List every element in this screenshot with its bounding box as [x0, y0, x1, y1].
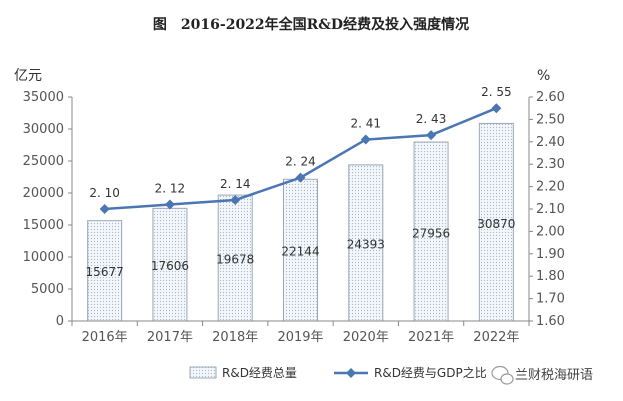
- right-tick-label: 2.50: [536, 112, 565, 127]
- x-tick-label: 2019年: [277, 330, 323, 345]
- x-axis: 2016年 2017年 2018年 2019年 2020年 2021年 2022年: [71, 320, 530, 345]
- line-marker: [99, 204, 110, 214]
- x-tick-label: 2017年: [147, 330, 193, 345]
- right-tick-label: 2.40: [536, 135, 565, 150]
- left-tick-label: 35000: [23, 90, 64, 105]
- x-tick-label: 2016年: [82, 330, 128, 345]
- line-marker: [360, 134, 371, 145]
- watermark-text: 兰财税海研语: [515, 368, 593, 383]
- bar-value-label: 22144: [281, 245, 319, 259]
- legend-bar-swatch: [189, 366, 217, 379]
- right-tick-label: 1.80: [536, 269, 565, 284]
- left-tick-label: 5000: [31, 282, 64, 297]
- left-tick-label: 15000: [23, 218, 64, 233]
- line-value-label: 2. 24: [285, 155, 316, 169]
- left-tick-label: 20000: [23, 186, 64, 201]
- bar: [478, 122, 514, 322]
- line-value-label: 2. 43: [416, 112, 447, 126]
- line-marker: [491, 103, 502, 114]
- bar-series: 15677 17606 19678 22144 24393 27956 30870: [86, 122, 515, 322]
- bar-value-label: 15677: [86, 265, 124, 279]
- right-tick-label: 2.30: [536, 157, 565, 172]
- legend: R&D经费总量 R&D经费与GDP之比: [189, 366, 487, 380]
- line-marker: [295, 172, 306, 183]
- line-series: 2. 10 2. 12 2. 14 2. 24 2. 41 2. 43 2. 55: [89, 85, 512, 214]
- bar-value-label: 27956: [412, 226, 450, 240]
- bar: [152, 207, 188, 322]
- chart-title: 图 2016-2022年全国R&D经费及投入强度情况: [153, 16, 469, 33]
- right-tick-label: 2.10: [536, 202, 565, 217]
- left-axis: 0 5000 10000 15000 20000 25000 30000 35000: [23, 90, 73, 329]
- x-tick-label: 2018年: [212, 330, 258, 345]
- left-tick-label: 10000: [23, 250, 64, 265]
- line-marker: [230, 195, 241, 206]
- x-tick-label: 2021年: [408, 330, 454, 345]
- right-tick-label: 2.00: [536, 224, 565, 239]
- right-tick-label: 1.70: [536, 292, 565, 307]
- line-value-label: 2. 55: [481, 85, 512, 99]
- legend-line-label: R&D经费与GDP之比: [374, 366, 487, 380]
- right-tick-label: 1.90: [536, 247, 565, 262]
- right-axis: 1.60 1.70 1.80 1.90 2.00 2.10 2.20 2.30 2.40 2.50…: [528, 90, 565, 329]
- line-marker: [426, 130, 437, 141]
- left-tick-label: 0: [56, 314, 64, 329]
- right-tick-label: 2.20: [536, 180, 565, 195]
- right-axis-unit: %: [537, 68, 550, 84]
- left-tick-label: 30000: [23, 122, 64, 137]
- bar-value-label: 30870: [477, 217, 515, 231]
- line-value-label: 2. 41: [351, 117, 382, 131]
- line-value-label: 2. 12: [155, 182, 186, 196]
- right-tick-label: 1.60: [536, 314, 565, 329]
- x-tick-label: 2020年: [343, 330, 389, 345]
- line-value-label: 2. 14: [220, 177, 251, 191]
- x-tick-label: 2022年: [473, 330, 519, 345]
- bar-value-label: 24393: [347, 238, 385, 252]
- watermark: 兰财税海研语: [491, 365, 593, 385]
- legend-line-marker: [346, 368, 356, 378]
- wechat-logo-icon: [491, 365, 514, 385]
- right-tick-label: 2.60: [536, 90, 565, 105]
- left-tick-label: 25000: [23, 154, 64, 169]
- bar-value-label: 19678: [216, 252, 254, 266]
- line-marker: [164, 199, 175, 210]
- legend-bar-label: R&D经费总量: [222, 366, 297, 380]
- bar: [87, 220, 123, 322]
- left-axis-unit: 亿元: [14, 68, 42, 84]
- bar: [348, 164, 384, 322]
- bar-value-label: 17606: [151, 259, 189, 273]
- line-value-label: 2. 10: [89, 186, 120, 200]
